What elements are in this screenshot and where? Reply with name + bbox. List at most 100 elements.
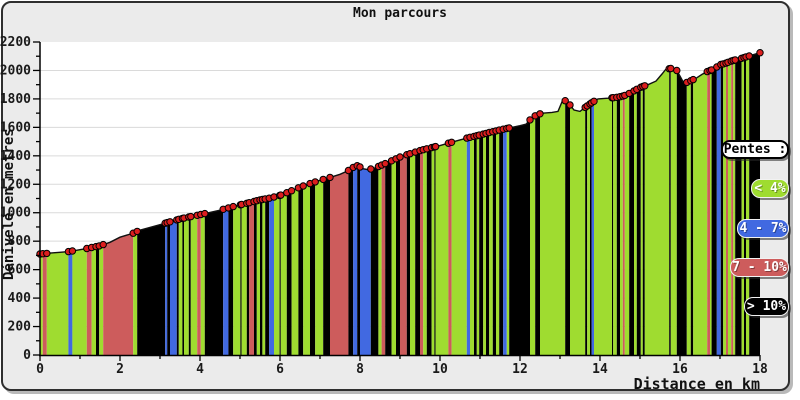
track-point-marker [536, 110, 544, 118]
track-point-marker [326, 173, 334, 182]
x-axis-label: Distance en km [633, 375, 760, 393]
track-point-marker [561, 97, 569, 105]
slope-band-gt10 [711, 67, 717, 355]
slope-band-gt10 [228, 206, 234, 355]
track-point-marker [566, 101, 574, 109]
slope-band-lt4 [133, 231, 138, 355]
slope-band-gt10 [96, 245, 100, 355]
slope-band-lt4 [693, 71, 708, 355]
slope-band-lt4 [315, 179, 324, 355]
slope-band-r710 [197, 214, 201, 355]
x-tick-label: 8 [356, 362, 364, 377]
slope-band-lt4 [233, 204, 241, 355]
slope-band-b47 [466, 137, 470, 355]
slope-band-lt4 [256, 199, 260, 355]
slope-band-gt10 [286, 190, 292, 355]
track-point-marker [287, 187, 296, 195]
x-tick-label: 18 [752, 362, 768, 377]
slope-band-gt10 [720, 63, 724, 356]
slope-band-lt4 [496, 130, 500, 355]
y-tick-label: 1400 [0, 149, 31, 164]
track-point-marker [396, 153, 404, 161]
slope-band-lt4 [710, 69, 712, 356]
track-point-marker [187, 212, 195, 221]
slope-band-lt4 [410, 152, 416, 355]
slope-band-lt4 [644, 68, 670, 355]
track-point-marker [641, 82, 649, 90]
track-point-marker [99, 240, 107, 249]
track-point-marker [673, 66, 681, 75]
slope-band-lt4 [200, 213, 205, 355]
slope-band-lt4 [489, 131, 493, 355]
x-tick-label: 6 [276, 362, 284, 377]
slope-band-r710 [622, 95, 625, 356]
track-point-marker [447, 138, 456, 147]
slope-band-lt4 [634, 89, 637, 356]
x-tick-label: 0 [36, 362, 44, 377]
x-tick-label: 4 [196, 362, 204, 377]
x-tick-label: 14 [592, 362, 608, 377]
slope-band-r710 [103, 233, 134, 355]
track-point-marker [381, 159, 389, 168]
slope-band-gt10 [669, 68, 671, 355]
slope-band-lt4 [91, 246, 96, 355]
x-tick-label: 16 [672, 362, 688, 377]
slope-band-gt10 [616, 96, 620, 355]
slope-band-lt4 [435, 143, 449, 355]
slope-band-r710 [707, 70, 710, 355]
slope-band-gt10 [585, 105, 588, 356]
slope-band-lt4 [46, 251, 69, 355]
slope-band-gt10 [690, 79, 694, 355]
slope-band-lt4 [303, 183, 310, 355]
slope-band-lt4 [431, 146, 435, 355]
y-tick-label: 1200 [0, 177, 31, 192]
slope-band-lt4 [723, 63, 726, 355]
slope-band-lt4 [241, 203, 247, 355]
slope-band-r710 [420, 149, 424, 355]
slope-band-b47 [269, 197, 274, 355]
y-tick-label: 600 [8, 263, 32, 278]
slope-band-gt10 [676, 70, 687, 355]
slope-band-gt10 [137, 223, 166, 355]
y-tick-label: 1800 [0, 92, 31, 107]
y-tick-label: 1000 [0, 206, 31, 221]
slope-band-lt4 [423, 148, 427, 355]
y-axis-label: Dénivelé en metres [1, 128, 17, 280]
slope-band-gt10 [479, 134, 484, 355]
slope-band-gt10 [735, 58, 742, 356]
slope-band-lt4 [291, 187, 299, 355]
track-point-marker [756, 49, 764, 57]
slope-band-lt4 [570, 105, 586, 355]
slope-band-gt10 [565, 100, 570, 355]
slope-band-gt10 [749, 52, 760, 355]
slope-band-gt10 [636, 87, 641, 355]
slope-band-lt4 [184, 217, 189, 355]
slope-band-gt10 [385, 160, 392, 355]
slope-band-lt4 [451, 138, 467, 355]
slope-band-lt4 [262, 199, 266, 355]
slope-band-r710 [400, 154, 407, 355]
slope-band-lt4 [99, 244, 104, 355]
slope-band-gt10 [474, 135, 477, 355]
slope-band-gt10 [182, 218, 184, 355]
slope-band-gt10 [254, 200, 257, 355]
y-tick-label: 2000 [0, 64, 31, 79]
track-point-marker [689, 75, 697, 84]
track-point-marker [367, 165, 375, 173]
slope-band-lt4 [476, 135, 480, 355]
track-point-marker [505, 124, 513, 132]
slope-band-b47 [223, 207, 229, 355]
slope-band-gt10 [176, 219, 179, 355]
y-tick-label: 1600 [0, 120, 31, 135]
slope-band-lt4 [620, 96, 623, 355]
y-tick-label: 0 [23, 348, 31, 363]
slope-band-r710 [448, 142, 452, 355]
track-point-marker [526, 116, 534, 124]
track-point-marker [229, 202, 237, 211]
slope-band-gt10 [323, 177, 330, 355]
track-point-marker [319, 175, 327, 184]
slope-band-lt4 [178, 218, 183, 355]
slope-band-r710 [330, 170, 349, 355]
